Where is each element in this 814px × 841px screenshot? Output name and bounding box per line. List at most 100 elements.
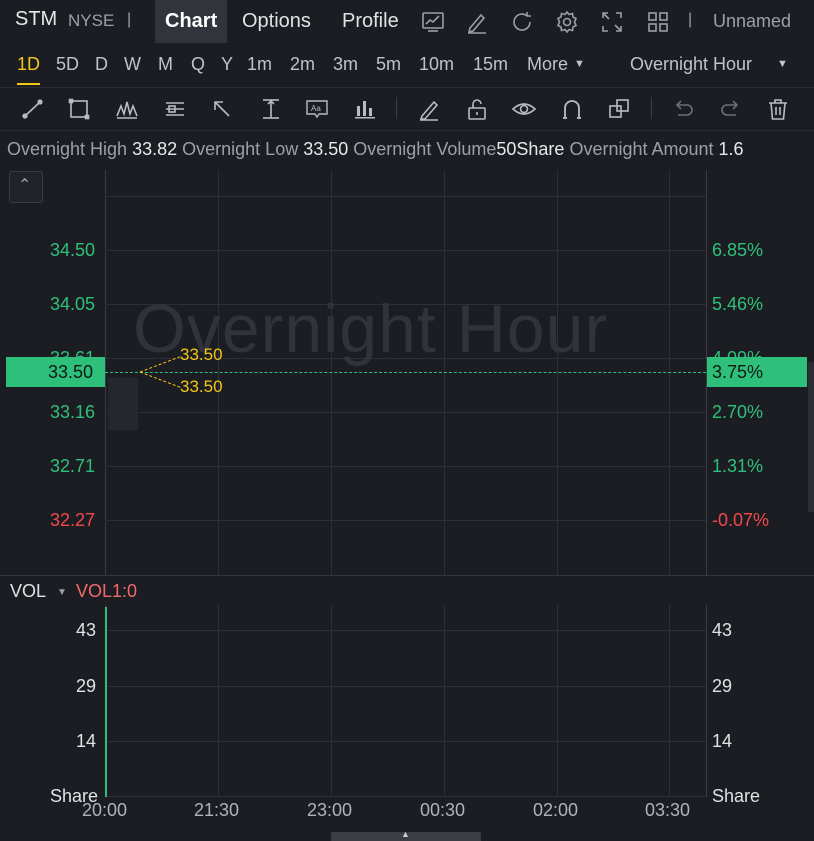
chevron-down-icon[interactable]: ▼ <box>574 58 585 70</box>
price-axis-label: 32.71 <box>50 456 96 476</box>
magnet-icon[interactable] <box>559 96 585 122</box>
layers-icon[interactable] <box>606 96 632 122</box>
gridline <box>105 358 706 359</box>
time-axis-label: 02:00 <box>533 800 579 820</box>
tab-profile[interactable]: Profile <box>342 10 399 32</box>
fibonacci-icon[interactable] <box>162 96 188 122</box>
gridline <box>105 630 706 631</box>
divider: | <box>127 11 132 28</box>
gridline <box>444 605 445 797</box>
arrow-icon[interactable] <box>209 96 235 122</box>
volume-axis-label: 29 <box>712 676 733 696</box>
price-range-icon[interactable] <box>258 96 284 122</box>
gridline <box>105 250 706 251</box>
trend-line-icon[interactable] <box>20 96 46 122</box>
chevron-down-icon[interactable]: ▼ <box>777 58 788 70</box>
overnight-low-label: Overnight Low <box>182 139 299 159</box>
text-note-icon[interactable]: Aa <box>304 96 330 122</box>
layout-grid-icon[interactable] <box>645 9 671 35</box>
time-axis-label: 21:30 <box>194 800 240 820</box>
session-selector[interactable]: Overnight Hour <box>630 54 753 74</box>
interval-d[interactable]: D <box>95 54 108 74</box>
interval-y[interactable]: Y <box>221 54 234 74</box>
overnight-amount-value: 1.6 <box>718 139 744 159</box>
divider <box>651 97 652 119</box>
session-watermark: Overnight Hour <box>133 291 609 367</box>
interval-w[interactable]: W <box>124 54 141 74</box>
percent-axis-label: 6.85% <box>712 240 764 260</box>
redo-icon[interactable] <box>718 96 744 122</box>
svg-text:Aa: Aa <box>311 104 321 113</box>
percent-axis-label: -0.07% <box>712 510 770 530</box>
gridline <box>105 686 706 687</box>
fullscreen-icon[interactable] <box>599 9 625 35</box>
volume-bar <box>105 607 107 797</box>
layout-name[interactable]: Unnamed <box>713 11 792 31</box>
volume-axis-label: 29 <box>76 676 97 696</box>
overnight-stats: Overnight High 33.82 Overnight Low 33.50… <box>7 139 814 160</box>
high-callout-value: 33.50 <box>180 345 223 364</box>
chevron-down-icon[interactable]: ▼ <box>57 587 67 598</box>
trash-icon[interactable] <box>765 96 791 122</box>
gridline <box>105 796 706 797</box>
eye-icon[interactable] <box>511 96 537 122</box>
price-axis-label: 34.05 <box>50 294 96 314</box>
refresh-icon[interactable] <box>509 9 535 35</box>
gridline <box>669 605 670 797</box>
settings-gear-icon[interactable] <box>554 9 580 35</box>
gridline <box>557 605 558 797</box>
scroll-handle[interactable] <box>808 362 814 512</box>
pane-divider[interactable] <box>0 575 814 576</box>
divider: | <box>688 11 693 28</box>
overnight-volume-label: Overnight Volume <box>353 139 497 159</box>
undo-icon[interactable] <box>670 96 696 122</box>
interval-15m[interactable]: 15m <box>473 54 509 74</box>
overnight-low-value: 33.50 <box>303 139 349 159</box>
collapse-button[interactable]: ⌃ <box>9 171 43 203</box>
interval-more[interactable]: More <box>527 54 569 74</box>
pattern-icon[interactable] <box>114 96 140 122</box>
indicator-chart-icon[interactable] <box>420 9 446 35</box>
interval-m[interactable]: M <box>158 54 173 74</box>
plot-right-border <box>706 170 707 575</box>
overnight-volume-value: 50Share <box>496 139 565 159</box>
rectangle-icon[interactable] <box>66 96 92 122</box>
current-percent-badge: 3.75% <box>707 357 807 387</box>
interval-3m[interactable]: 3m <box>333 54 359 74</box>
low-callout-value: 33.50 <box>180 377 223 396</box>
interval-bar: 1D 5D D W M Q Y 1m 2m 3m 5m 10m 15m More… <box>0 43 814 88</box>
tab-options[interactable]: Options <box>242 10 311 32</box>
current-price-line <box>105 372 706 373</box>
ticker-symbol[interactable]: STM <box>15 8 58 30</box>
draw-edit-icon[interactable] <box>464 9 490 35</box>
interval-10m[interactable]: 10m <box>419 54 455 74</box>
bar-pattern-icon[interactable] <box>352 96 378 122</box>
interval-5d[interactable]: 5D <box>56 54 80 74</box>
overnight-high-value: 33.82 <box>132 139 178 159</box>
interval-2m[interactable]: 2m <box>290 54 316 74</box>
price-axis-label: 34.50 <box>50 240 96 260</box>
timeline-scroll-handle[interactable]: ▲ <box>331 829 481 841</box>
divider <box>396 97 397 119</box>
volume-title[interactable]: VOL <box>10 581 47 601</box>
price-candle <box>108 378 138 430</box>
overnight-high-label: Overnight High <box>7 139 128 159</box>
time-axis-label: 20:00 <box>82 800 128 820</box>
drawing-toolbar: Aa <box>0 88 814 131</box>
tab-chart[interactable]: Chart <box>155 0 228 43</box>
price-axis-label: 32.27 <box>50 510 96 530</box>
volume-axis-label: 14 <box>76 731 97 751</box>
interval-q[interactable]: Q <box>191 54 206 74</box>
gridline <box>331 605 332 797</box>
unlock-icon[interactable] <box>464 96 490 122</box>
volume-indicator-value: VOL1:0 <box>76 581 138 601</box>
volume-axis-label: 43 <box>76 620 97 640</box>
gridline <box>105 412 706 413</box>
time-axis-label: 23:00 <box>307 800 353 820</box>
interval-1d[interactable]: 1D <box>17 54 41 85</box>
pencil-icon[interactable] <box>416 96 442 122</box>
gridline <box>218 605 219 797</box>
interval-1m[interactable]: 1m <box>247 54 273 74</box>
percent-axis-label: 1.31% <box>712 456 764 476</box>
interval-5m[interactable]: 5m <box>376 54 402 74</box>
